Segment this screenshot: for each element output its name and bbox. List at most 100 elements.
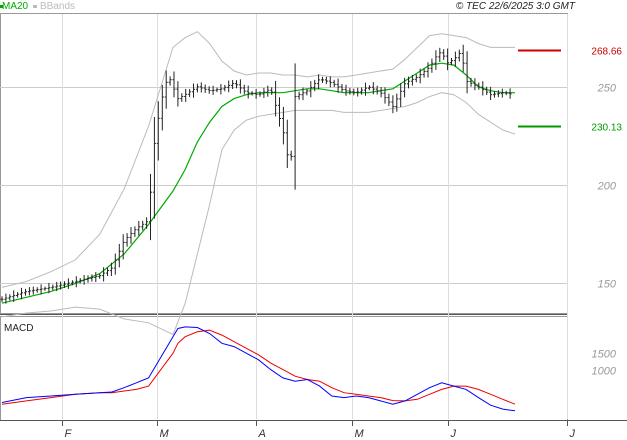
price-bar xyxy=(16,292,20,298)
price-bar xyxy=(82,275,86,285)
price-bar xyxy=(461,44,465,72)
price-bar xyxy=(172,71,176,98)
price-bar xyxy=(43,286,47,291)
price-bar xyxy=(55,281,59,292)
bollinger-bands xyxy=(1,31,516,336)
price-tick-250: 250 xyxy=(597,83,617,95)
price-tick-200: 200 xyxy=(597,181,617,193)
month-label-2: A xyxy=(258,428,266,440)
macd-tick-1500: 1500 xyxy=(592,349,617,361)
price-bar xyxy=(270,87,274,95)
ma20-line xyxy=(1,62,515,304)
price-bar xyxy=(301,87,305,101)
price-bar xyxy=(195,83,199,93)
price-y-ticks: 150 200 250 xyxy=(597,83,617,291)
price-bar xyxy=(219,84,223,95)
price-bar xyxy=(129,227,133,244)
ma20-legend-swatch xyxy=(0,5,3,8)
price-grid xyxy=(0,87,567,284)
price-bar xyxy=(289,150,293,161)
price-bar xyxy=(168,76,172,86)
price-bar xyxy=(250,91,254,96)
month-label-1: M xyxy=(160,428,170,440)
price-bar xyxy=(387,93,391,107)
price-bar xyxy=(360,87,364,95)
price-bar xyxy=(504,90,508,96)
price-bar xyxy=(367,85,371,91)
price-bar xyxy=(508,88,512,99)
price-bar xyxy=(403,77,407,98)
price-bar xyxy=(285,119,289,168)
price-bar xyxy=(450,58,453,66)
macd-tick-1000: 1000 xyxy=(592,366,617,378)
bbands-legend-swatch xyxy=(33,5,37,8)
price-bar xyxy=(238,79,242,94)
bbands-legend-label: BBands xyxy=(40,1,75,12)
month-label-4: J xyxy=(450,428,457,440)
macd-title: MACD xyxy=(4,323,33,334)
price-bar xyxy=(371,82,375,95)
price-bar xyxy=(8,294,12,301)
price-bar xyxy=(98,273,102,279)
price-bar xyxy=(70,280,74,286)
price-bar xyxy=(113,253,117,275)
key-levels: 268.66 230.13 xyxy=(518,47,622,134)
price-bar xyxy=(465,51,469,94)
price-bar xyxy=(59,281,63,290)
price-bar xyxy=(453,51,457,67)
price-bar xyxy=(164,70,168,109)
price-bar xyxy=(485,86,489,95)
price-bar xyxy=(348,87,352,95)
price-bar xyxy=(24,288,27,296)
price-bar xyxy=(63,281,66,288)
macd-signal-line xyxy=(1,329,516,405)
month-label-5: J xyxy=(569,428,576,440)
price-bar xyxy=(313,79,317,92)
price-bar xyxy=(266,85,270,97)
price-bar xyxy=(86,275,90,283)
price-bar xyxy=(235,80,238,89)
price-bar xyxy=(203,84,207,93)
price-bar xyxy=(309,81,313,98)
price-bar xyxy=(141,220,145,231)
price-bar xyxy=(4,293,8,304)
price-bar xyxy=(473,78,477,91)
price-panel-frame xyxy=(0,13,568,314)
price-bar xyxy=(258,91,262,97)
price-bar xyxy=(125,233,129,247)
price-bar xyxy=(489,86,493,100)
price-bar xyxy=(262,88,266,98)
price-bar xyxy=(395,93,399,112)
price-bar xyxy=(274,80,278,117)
price-bar xyxy=(434,50,438,70)
price-bar xyxy=(184,88,188,102)
price-bar xyxy=(438,47,442,62)
price-bar xyxy=(102,267,106,282)
price-bar xyxy=(106,267,109,276)
price-bar xyxy=(39,284,43,295)
price-bar xyxy=(352,88,356,96)
price-bar xyxy=(12,290,16,302)
ma20-legend-label: MA20 xyxy=(2,1,29,12)
price-bar xyxy=(145,217,149,229)
price-bar xyxy=(74,276,78,288)
price-bar xyxy=(410,74,414,86)
price-bar xyxy=(344,84,348,96)
price-bar xyxy=(383,87,387,104)
month-label-3: M xyxy=(355,428,365,440)
month-label-0: F xyxy=(65,428,73,440)
price-bar xyxy=(281,106,285,145)
price-bar xyxy=(305,88,309,96)
price-bar xyxy=(375,85,379,95)
price-bar xyxy=(207,86,211,94)
price-bar xyxy=(231,80,235,89)
price-bar xyxy=(160,84,164,131)
price-bar xyxy=(407,76,410,89)
price-bar xyxy=(246,85,250,99)
price-bar xyxy=(199,82,203,93)
support-level-label: 230.13 xyxy=(591,123,622,134)
price-bar xyxy=(426,62,430,78)
macd-panel-frame xyxy=(0,316,568,421)
